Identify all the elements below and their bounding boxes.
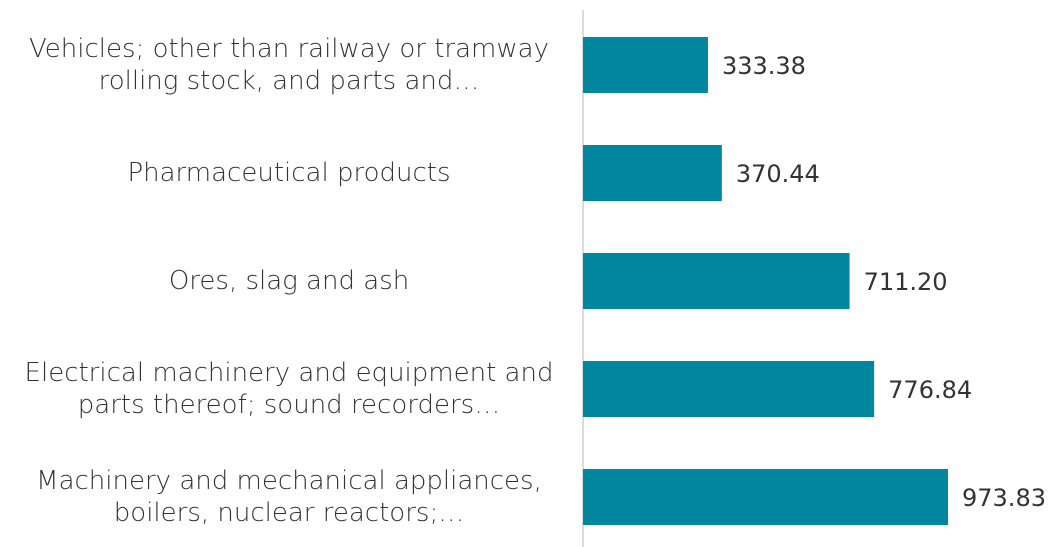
category-label: Electrical machinery and equipment and p…	[24, 358, 554, 420]
value-label: 333.38	[722, 52, 806, 80]
bar	[583, 361, 875, 417]
bar	[583, 145, 722, 201]
value-label: 711.20	[864, 268, 948, 296]
category-label: Machinery and mechanical appliances, boi…	[36, 466, 542, 528]
bar	[583, 37, 708, 93]
category-label: Ores, slag and ash	[168, 266, 410, 296]
category-label: Pharmaceutical products	[127, 158, 451, 188]
value-label: 973.83	[962, 484, 1046, 512]
bar	[583, 253, 850, 309]
category-label: Vehicles; other than railway or tramway …	[29, 34, 549, 96]
value-label: 370.44	[736, 160, 820, 188]
value-label: 776.84	[888, 376, 972, 404]
bar	[583, 469, 948, 525]
